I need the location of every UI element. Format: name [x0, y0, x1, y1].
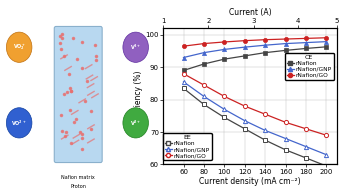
- Legend: rNafion, rNafion/GNP, rNafion/GO: rNafion, rNafion/GNP, rNafion/GO: [162, 133, 212, 160]
- Circle shape: [123, 108, 149, 138]
- FancyBboxPatch shape: [54, 26, 102, 163]
- Text: Proton: Proton: [70, 184, 86, 189]
- Circle shape: [123, 32, 149, 62]
- Circle shape: [6, 32, 32, 62]
- Text: $\mathregular{VO^{2+}}$: $\mathregular{VO^{2+}}$: [11, 118, 27, 128]
- Circle shape: [6, 108, 32, 138]
- Text: $\mathregular{V^{3+}}$: $\mathregular{V^{3+}}$: [130, 43, 141, 52]
- Text: $\mathregular{V^{2+}}$: $\mathregular{V^{2+}}$: [130, 118, 141, 128]
- Text: Nafion matrix: Nafion matrix: [61, 175, 95, 180]
- X-axis label: Current density (mA cm⁻²): Current density (mA cm⁻²): [199, 177, 301, 186]
- Text: $\mathregular{VO_2^+}$: $\mathregular{VO_2^+}$: [12, 42, 26, 52]
- Y-axis label: Efficiency (%): Efficiency (%): [134, 70, 143, 123]
- X-axis label: Current (A): Current (A): [229, 8, 271, 17]
